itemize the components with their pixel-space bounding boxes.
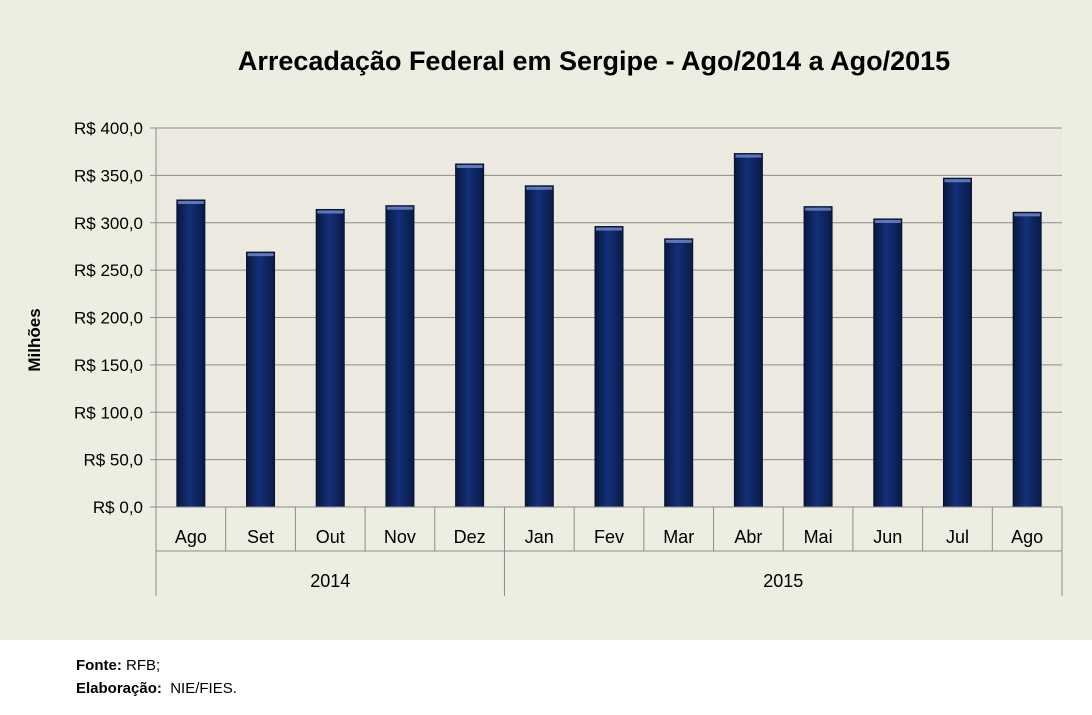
source-value: RFB; [121,657,161,674]
bar-chart: R$ 0,0 R$ 50,0 R$ 100,0 R$ 150,0 R$ 200,0 R$ … [25,46,1063,596]
bar-highlight [944,179,971,183]
chart-area: R$ 0,0 R$ 50,0 R$ 100,0 R$ 150,0 R$ 200,0 R$ … [0,0,1092,640]
bar-highlight [596,227,622,231]
y-tick-label: R$ 100,0 [74,403,143,422]
y-tick-label: R$ 300,0 [74,214,143,233]
bar-highlight [805,207,832,211]
x-tick-label: Mai [804,527,833,547]
bar [246,251,276,508]
prepared-value: NIE/FIES. [161,680,237,697]
x-tick-label: Abr [734,527,762,547]
x-tick-label: Ago [1011,527,1043,547]
x-tick-label: Set [247,527,274,547]
bar-highlight [735,154,762,158]
bar [594,226,624,508]
y-axis-label: Milhões [25,308,44,371]
bar-highlight [1014,213,1041,217]
source-label: Fonte: [76,657,122,674]
prepared-label: Elaboração: [76,680,162,697]
y-tick-label: R$ 200,0 [74,309,143,328]
x-tick-label: Jan [525,527,554,547]
x-tick-label: Fev [594,527,624,547]
bar-highlight [526,186,553,190]
bar [455,163,485,508]
bar [873,218,903,508]
x-tick-label: Ago [175,527,207,547]
y-tick-label: R$ 150,0 [74,356,143,375]
bar [315,208,345,508]
bar [524,185,554,508]
y-tick-label: R$ 50,0 [83,451,143,470]
bar-highlight [456,165,483,169]
bar-highlight [177,201,204,205]
x-tick-label: Mar [663,527,694,547]
bar [733,153,763,508]
bar-highlight [665,239,692,243]
bar-highlight [247,253,274,257]
y-tick-label: R$ 0,0 [93,498,143,517]
y-tick-label: R$ 250,0 [74,261,143,280]
x-tick-label: Dez [454,527,486,547]
y-tick-label: R$ 400,0 [74,119,143,138]
y-tick-label: R$ 350,0 [74,166,143,185]
bar [176,199,206,508]
bar-highlight [317,210,344,214]
x-tick-label: Jun [873,527,902,547]
bar [942,177,972,508]
x-tick-label: Nov [384,527,416,547]
x-tick-label: Out [316,527,345,547]
bar [664,238,694,508]
bar [385,205,415,508]
bar [803,206,833,508]
x-tick-label: Jul [946,527,969,547]
bar [1012,211,1042,508]
bar-highlight [386,206,413,210]
source-line: Fonte: RFB; [76,654,237,677]
prepared-line: Elaboração: NIE/FIES. [76,677,237,700]
year-group-label: 2015 [763,571,803,591]
footer: Fonte: RFB; Elaboração: NIE/FIES. [76,654,237,700]
year-group-label: 2014 [310,571,350,591]
chart-title: Arrecadação Federal em Sergipe - Ago/201… [238,46,950,76]
bar-highlight [874,219,901,223]
